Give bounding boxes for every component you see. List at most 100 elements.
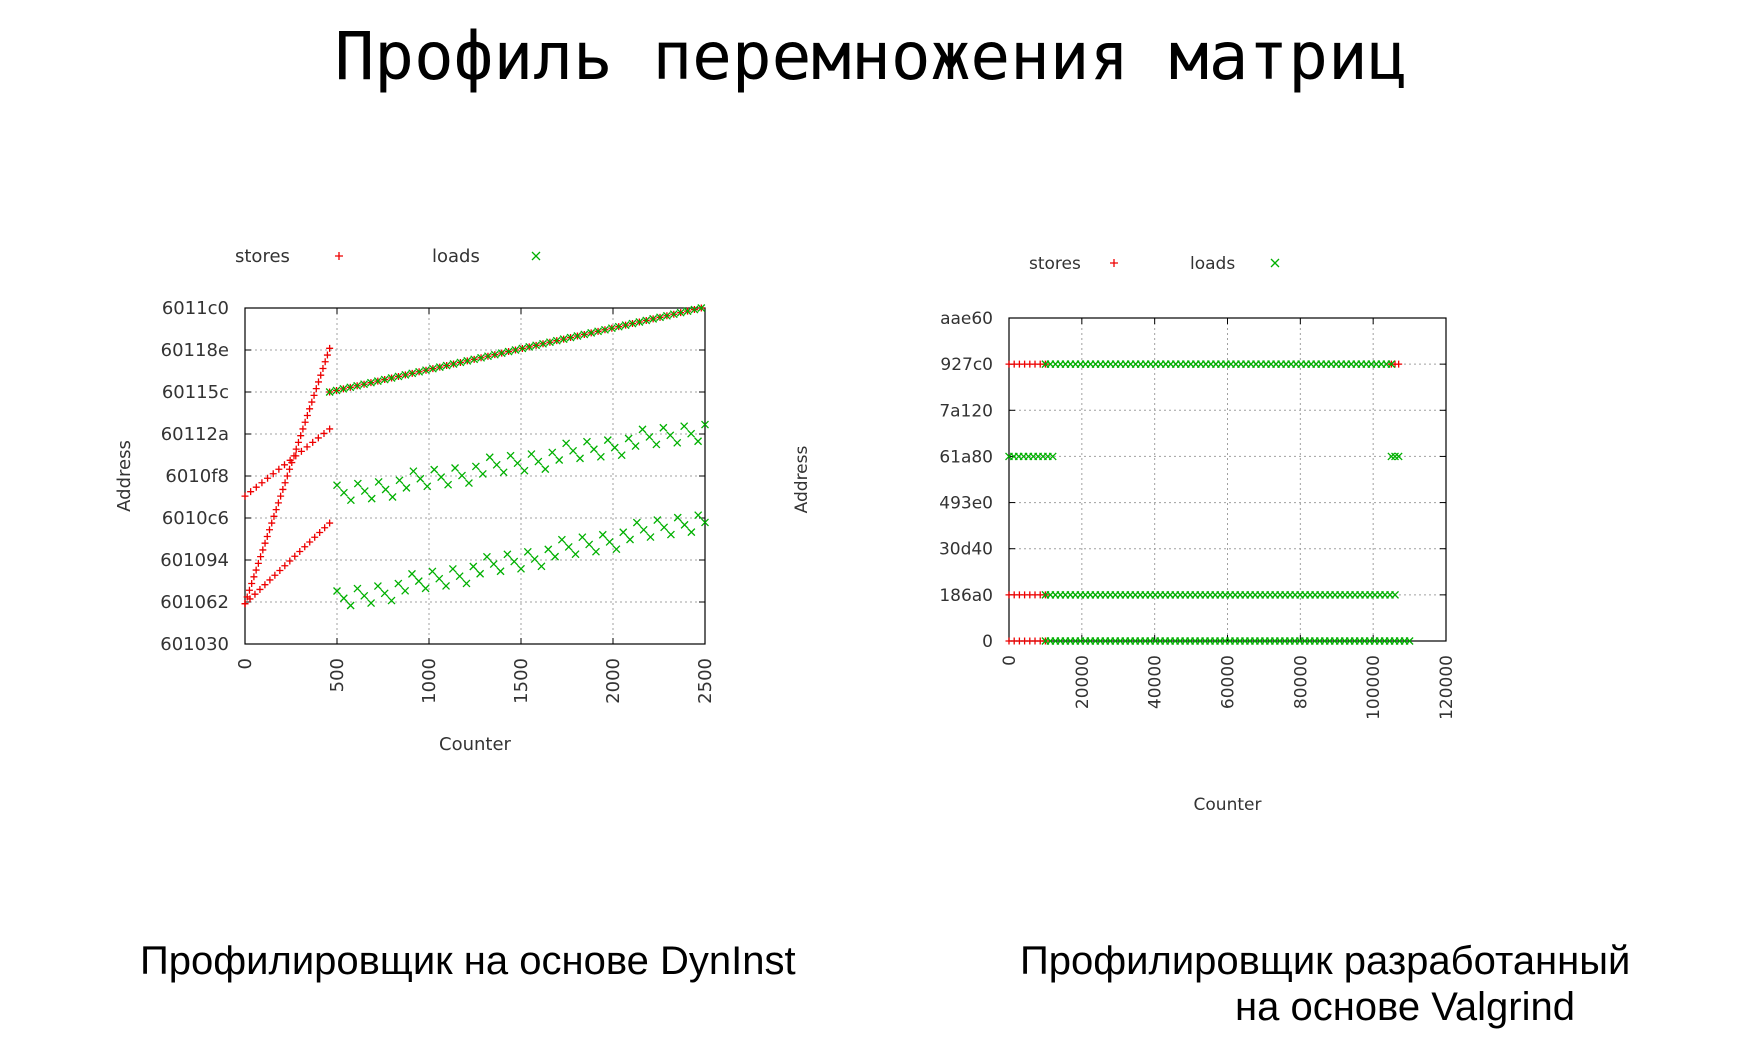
- data-point: [626, 535, 634, 544]
- data-point: [314, 434, 322, 442]
- data-point: [325, 388, 334, 396]
- data-point: [303, 443, 311, 451]
- data-point: [297, 447, 305, 455]
- data-point: [687, 429, 696, 438]
- y-tick-label: aae60: [940, 309, 993, 329]
- data-point: [299, 425, 307, 433]
- data-point: [321, 358, 329, 366]
- data-point: [511, 346, 520, 354]
- legend-marker-loads: [1270, 258, 1280, 268]
- data-point: [571, 550, 580, 559]
- data-point: [594, 327, 603, 336]
- data-point: [638, 425, 647, 434]
- data-point: [1387, 360, 1396, 369]
- data-point: [270, 512, 278, 520]
- data-point: [339, 384, 348, 393]
- data-point: [373, 377, 382, 386]
- data-point: [576, 454, 584, 463]
- caption-valgrind: Профилировщик разработанный на основе Va…: [1020, 938, 1710, 1030]
- data-point: [1394, 452, 1403, 461]
- data-point: [394, 372, 403, 381]
- data-point: [326, 344, 334, 352]
- data-point: [652, 440, 661, 449]
- data-point: [360, 380, 369, 389]
- data-point: [471, 462, 480, 471]
- data-point: [387, 596, 396, 605]
- data-point: [687, 528, 696, 537]
- data-point: [624, 434, 633, 443]
- data-point: [286, 456, 294, 464]
- data-point: [421, 584, 430, 593]
- data-point: [281, 562, 289, 570]
- data-point: [639, 525, 648, 534]
- data-point: [251, 590, 259, 598]
- data-point: [333, 481, 341, 490]
- data-point: [394, 579, 403, 588]
- data-point: [281, 479, 289, 487]
- data-point: [402, 483, 411, 492]
- data-point: [319, 364, 327, 372]
- x-tick-label: 100000: [1364, 655, 1384, 720]
- data-point: [266, 526, 274, 534]
- y-tick-label: 186a0: [939, 586, 993, 606]
- y-axis-label: Address: [792, 446, 812, 514]
- y-tick-label: 6010c6: [162, 508, 229, 529]
- data-point: [537, 562, 546, 571]
- data-point: [292, 452, 300, 460]
- y-tick-label: 0: [982, 632, 993, 652]
- x-tick-label: 20000: [1073, 655, 1093, 709]
- data-point: [555, 456, 564, 464]
- y-tick-label: 493e0: [939, 494, 993, 514]
- data-point: [271, 571, 279, 579]
- data-point: [416, 474, 425, 483]
- data-point: [257, 553, 265, 561]
- data-point: [548, 448, 557, 457]
- data-point: [455, 572, 464, 581]
- data-point: [562, 439, 571, 448]
- data-point: [701, 420, 709, 429]
- data-point: [409, 467, 418, 476]
- data-point: [583, 437, 591, 446]
- data-point: [317, 371, 325, 379]
- data-point: [245, 586, 253, 594]
- legend-label-loads: loads: [1190, 254, 1235, 274]
- data-point: [694, 511, 703, 520]
- data-point: [587, 328, 596, 337]
- y-tick-label: 601030: [160, 634, 229, 655]
- data-point: [598, 530, 607, 539]
- data-point: [619, 528, 628, 537]
- data-point: [573, 332, 582, 340]
- data-point: [316, 529, 324, 537]
- data-point: [649, 314, 658, 323]
- slide-title: Профиль перемножения матриц: [334, 18, 1408, 95]
- x-tick-label: 2500: [695, 658, 716, 704]
- data-point: [263, 532, 271, 540]
- dyninst-profile-chart: 601030 601062 601094 6010c6 6010f8 60112a 6011…: [114, 246, 716, 755]
- data-point: [527, 450, 536, 459]
- data-point: [653, 516, 662, 525]
- data-point: [315, 378, 323, 386]
- data-point: [659, 423, 668, 432]
- x-tick-label: 40000: [1146, 655, 1166, 709]
- data-point: [464, 479, 473, 488]
- data-point: [532, 341, 541, 350]
- data-point: [442, 361, 451, 370]
- data-point: [346, 496, 355, 505]
- data-point: [248, 580, 256, 588]
- data-point: [310, 391, 318, 399]
- data-point: [408, 569, 416, 578]
- data-point: [332, 386, 341, 395]
- data-point: [252, 566, 260, 574]
- data-point: [510, 557, 519, 566]
- caption-valgrind-line1: Профилировщик разработанный: [1020, 939, 1631, 983]
- data-point: [395, 476, 404, 485]
- y-tick-label: 927c0: [940, 355, 993, 375]
- data-point: [662, 311, 671, 320]
- data-point: [308, 398, 316, 406]
- data-point: [497, 349, 506, 358]
- data-point: [444, 480, 453, 489]
- data-point: [607, 324, 616, 333]
- data-point: [423, 482, 432, 491]
- data-point: [297, 432, 305, 440]
- data-point: [353, 479, 362, 488]
